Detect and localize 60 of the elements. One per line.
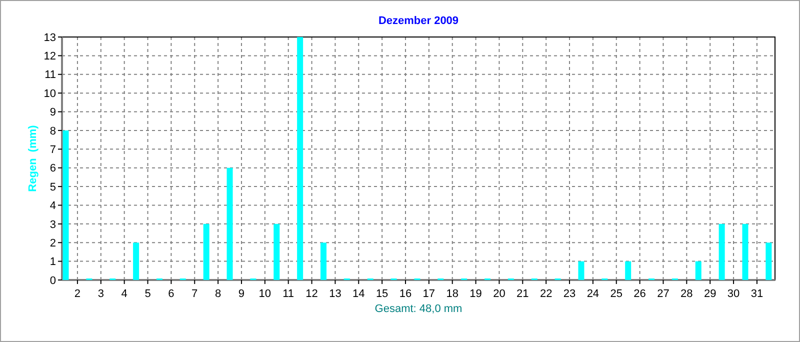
x-tick-label: 20 — [493, 288, 506, 300]
x-tick-label: 31 — [750, 288, 764, 300]
y-tick-label: 5 — [50, 181, 56, 194]
bar — [133, 242, 140, 280]
bar — [274, 224, 280, 280]
y-tick-label: 1 — [50, 256, 56, 268]
x-tick-label: 14 — [352, 288, 365, 300]
bar — [203, 224, 210, 280]
x-tick-label: 29 — [704, 288, 716, 300]
x-tick-label: 21 — [516, 288, 529, 300]
x-tick-label: 6 — [168, 288, 174, 300]
bar — [578, 261, 584, 280]
x-tick-label: 15 — [376, 288, 388, 300]
x-tick-label: 7 — [192, 288, 198, 300]
chart-title: Dezember 2009 — [378, 15, 459, 27]
x-tick-label: 23 — [563, 288, 576, 300]
x-tick-label: 24 — [586, 288, 600, 300]
y-tick-label: 3 — [50, 218, 56, 231]
y-tick-label: 13 — [44, 32, 56, 44]
x-tick-label: 30 — [727, 288, 740, 300]
y-tick-label: 10 — [44, 88, 56, 100]
x-tick-label: 27 — [657, 288, 670, 300]
x-tick-label: 17 — [422, 288, 436, 300]
x-tick-label: 2 — [74, 288, 81, 300]
x-tick-label: 26 — [634, 288, 646, 300]
x-tick-label: 5 — [144, 288, 151, 300]
x-tick-label: 28 — [680, 288, 693, 300]
y-axis-title: Regen (mm) — [27, 124, 39, 192]
x-tick-label: 18 — [446, 288, 458, 300]
x-tick-label: 22 — [540, 288, 552, 300]
x-tick-label: 16 — [399, 288, 412, 300]
bar — [718, 224, 725, 280]
x-tick-label: 12 — [306, 288, 318, 300]
x-tick-label: 10 — [258, 288, 272, 300]
y-tick-label: 9 — [50, 106, 56, 119]
y-tick-label: 6 — [50, 162, 56, 175]
x-tick-label: 19 — [470, 288, 482, 300]
y-tick-label: 7 — [50, 144, 56, 156]
y-tick-label: 2 — [50, 237, 56, 250]
x-tick-label: 9 — [238, 288, 245, 300]
y-tick-label: 11 — [44, 69, 56, 82]
bar — [62, 130, 69, 280]
x-tick-label: 8 — [214, 288, 222, 300]
y-tick-label: 4 — [50, 200, 56, 212]
y-tick-label: 0 — [50, 274, 56, 287]
x-tick-label: 13 — [329, 288, 342, 300]
x-axis-title: Gesamt: 48,0 mm — [374, 303, 462, 315]
bar — [320, 242, 326, 280]
bar — [766, 242, 772, 280]
x-tick-label: 11 — [282, 288, 294, 300]
y-tick-label: 8 — [50, 125, 56, 138]
x-tick-label: 25 — [610, 288, 622, 300]
bar — [226, 168, 233, 280]
bar — [625, 261, 632, 280]
y-tick-label: 12 — [44, 50, 56, 63]
bar — [695, 261, 702, 280]
bar — [297, 37, 304, 280]
bar — [742, 224, 748, 280]
x-tick-label: 4 — [121, 288, 128, 300]
x-tick-label: 3 — [98, 288, 104, 300]
